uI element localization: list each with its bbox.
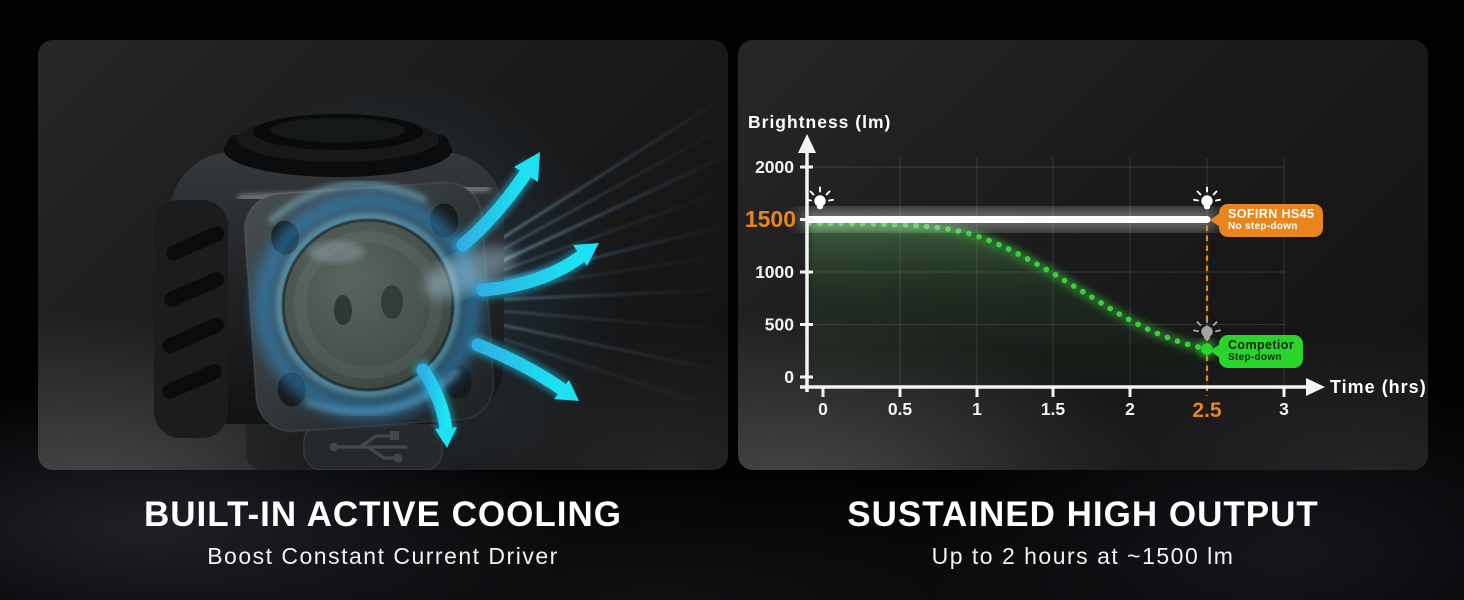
brightness-chart: 2000 1000 500 0 1500 0 0.5 1 1.5 2 2.5 3…: [745, 112, 1427, 422]
chart-panel: 2000 1000 500 0 1500 0 0.5 1 1.5 2 2.5 3…: [738, 40, 1428, 470]
right-caption: SUSTAINED HIGH OUTPUT Up to 2 hours at ~…: [738, 495, 1428, 570]
cooling-image-panel: [38, 40, 728, 470]
usb-icon: [329, 431, 408, 463]
left-caption: BUILT-IN ACTIVE COOLING Boost Constant C…: [38, 495, 728, 570]
airflow-arrows: [413, 152, 599, 448]
y-axis-title: Brightness (lm): [748, 112, 891, 132]
competitor-badge-title: Competior: [1228, 338, 1295, 352]
competitor-badge-subtitle: Step-down: [1228, 352, 1282, 364]
right-caption-subtitle: Up to 2 hours at ~1500 lm: [931, 542, 1235, 569]
x-tick-2: 2: [1125, 399, 1135, 419]
left-caption-subtitle: Boost Constant Current Driver: [207, 542, 559, 569]
cooling-fins: [154, 200, 228, 438]
axis-ticks: [800, 165, 1286, 397]
x-tick-15: 1.5: [1041, 399, 1066, 419]
x-axis-title: Time (hrs): [1330, 377, 1427, 397]
x-tick-1: 1: [972, 399, 982, 419]
airflow-arrow-icon: [416, 363, 453, 437]
airflow-arrow-icon: [476, 248, 590, 297]
headlamp-cooling-illustration: [154, 75, 728, 470]
airflow-arrow-icon: [456, 163, 535, 252]
fan-hub: [281, 218, 455, 392]
y-tick-labels: 2000 1000 500 0 1500: [745, 157, 796, 387]
competitor-area-glow: [809, 223, 1207, 387]
x-tick-3: 3: [1279, 399, 1289, 419]
lit-bulb-icon-start: [806, 186, 834, 211]
left-caption-title: BUILT-IN ACTIVE COOLING: [144, 495, 622, 534]
lit-bulb-icon-sofirn: [1193, 186, 1221, 211]
y-tick-1000: 1000: [755, 262, 794, 282]
x-tick-0: 0: [818, 399, 828, 419]
top-fan-grille: [224, 114, 452, 177]
y-tick-500: 500: [765, 315, 794, 335]
dim-bulb-icon-competitor: [1193, 317, 1221, 341]
x-tick-05: 0.5: [888, 399, 913, 419]
y-tick-1500-highlight: 1500: [745, 206, 796, 232]
y-tick-0: 0: [784, 367, 794, 387]
blue-swirl: [254, 180, 482, 419]
sofirn-badge-subtitle: No step-down: [1228, 221, 1298, 233]
x-tick-25-highlight: 2.5: [1192, 399, 1222, 422]
x-tick-labels: 0 0.5 1 1.5 2 2.5 3: [818, 399, 1289, 422]
airflow-arrow-icon: [471, 338, 570, 397]
sofirn-label-badge: SOFIRN HS45 No step-down: [1219, 204, 1324, 237]
right-caption-title: SUSTAINED HIGH OUTPUT: [847, 495, 1319, 534]
sofirn-badge-title: SOFIRN HS45: [1228, 207, 1315, 221]
competitor-label-badge: Competior Step-down: [1219, 335, 1304, 368]
light-burst: [424, 246, 516, 298]
usb-cover: [303, 422, 443, 470]
y-axis-arrow: [798, 134, 816, 153]
y-tick-2000: 2000: [755, 157, 794, 177]
x-axis-arrow: [1306, 378, 1325, 396]
